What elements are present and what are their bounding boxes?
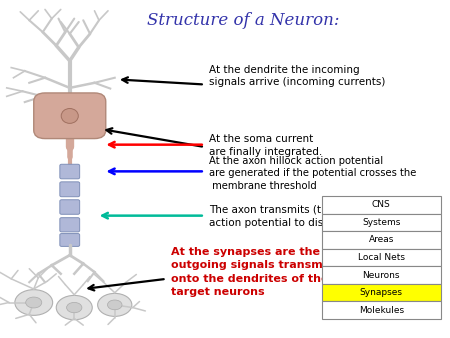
- Ellipse shape: [15, 290, 53, 315]
- Text: Structure of a Neuron:: Structure of a Neuron:: [147, 12, 339, 29]
- FancyBboxPatch shape: [60, 234, 80, 246]
- Text: At the synapses are the
outgoing signals transmitted
onto the dendrites of the
t: At the synapses are the outgoing signals…: [171, 247, 352, 297]
- FancyBboxPatch shape: [322, 301, 441, 319]
- FancyBboxPatch shape: [322, 231, 441, 249]
- FancyBboxPatch shape: [322, 284, 441, 301]
- Text: The axon transmits (transports) the
action potential to distant sites: The axon transmits (transports) the acti…: [209, 205, 396, 227]
- FancyBboxPatch shape: [60, 182, 80, 197]
- FancyBboxPatch shape: [34, 93, 106, 139]
- Text: Molekules: Molekules: [359, 306, 404, 315]
- Text: Areas: Areas: [369, 236, 394, 244]
- Text: At the soma current
are finally integrated.: At the soma current are finally integrat…: [209, 134, 323, 156]
- Ellipse shape: [26, 297, 42, 308]
- Text: Neurons: Neurons: [363, 271, 400, 280]
- Text: CNS: CNS: [372, 200, 391, 209]
- Text: Synapses: Synapses: [360, 288, 403, 297]
- Ellipse shape: [61, 108, 78, 123]
- FancyBboxPatch shape: [60, 200, 80, 214]
- Ellipse shape: [56, 295, 92, 320]
- FancyBboxPatch shape: [322, 214, 441, 231]
- Text: Local Nets: Local Nets: [358, 253, 405, 262]
- Text: Systems: Systems: [362, 218, 400, 227]
- Ellipse shape: [98, 293, 132, 316]
- Text: At the axon hillock action potential
are generated if the potential crosses the
: At the axon hillock action potential are…: [209, 156, 417, 191]
- Ellipse shape: [67, 303, 82, 313]
- Ellipse shape: [108, 300, 122, 310]
- FancyBboxPatch shape: [322, 249, 441, 266]
- FancyBboxPatch shape: [322, 196, 441, 214]
- FancyBboxPatch shape: [322, 266, 441, 284]
- Text: At the dendrite the incoming
signals arrive (incoming currents): At the dendrite the incoming signals arr…: [209, 65, 386, 87]
- FancyBboxPatch shape: [60, 218, 80, 232]
- FancyBboxPatch shape: [60, 164, 80, 179]
